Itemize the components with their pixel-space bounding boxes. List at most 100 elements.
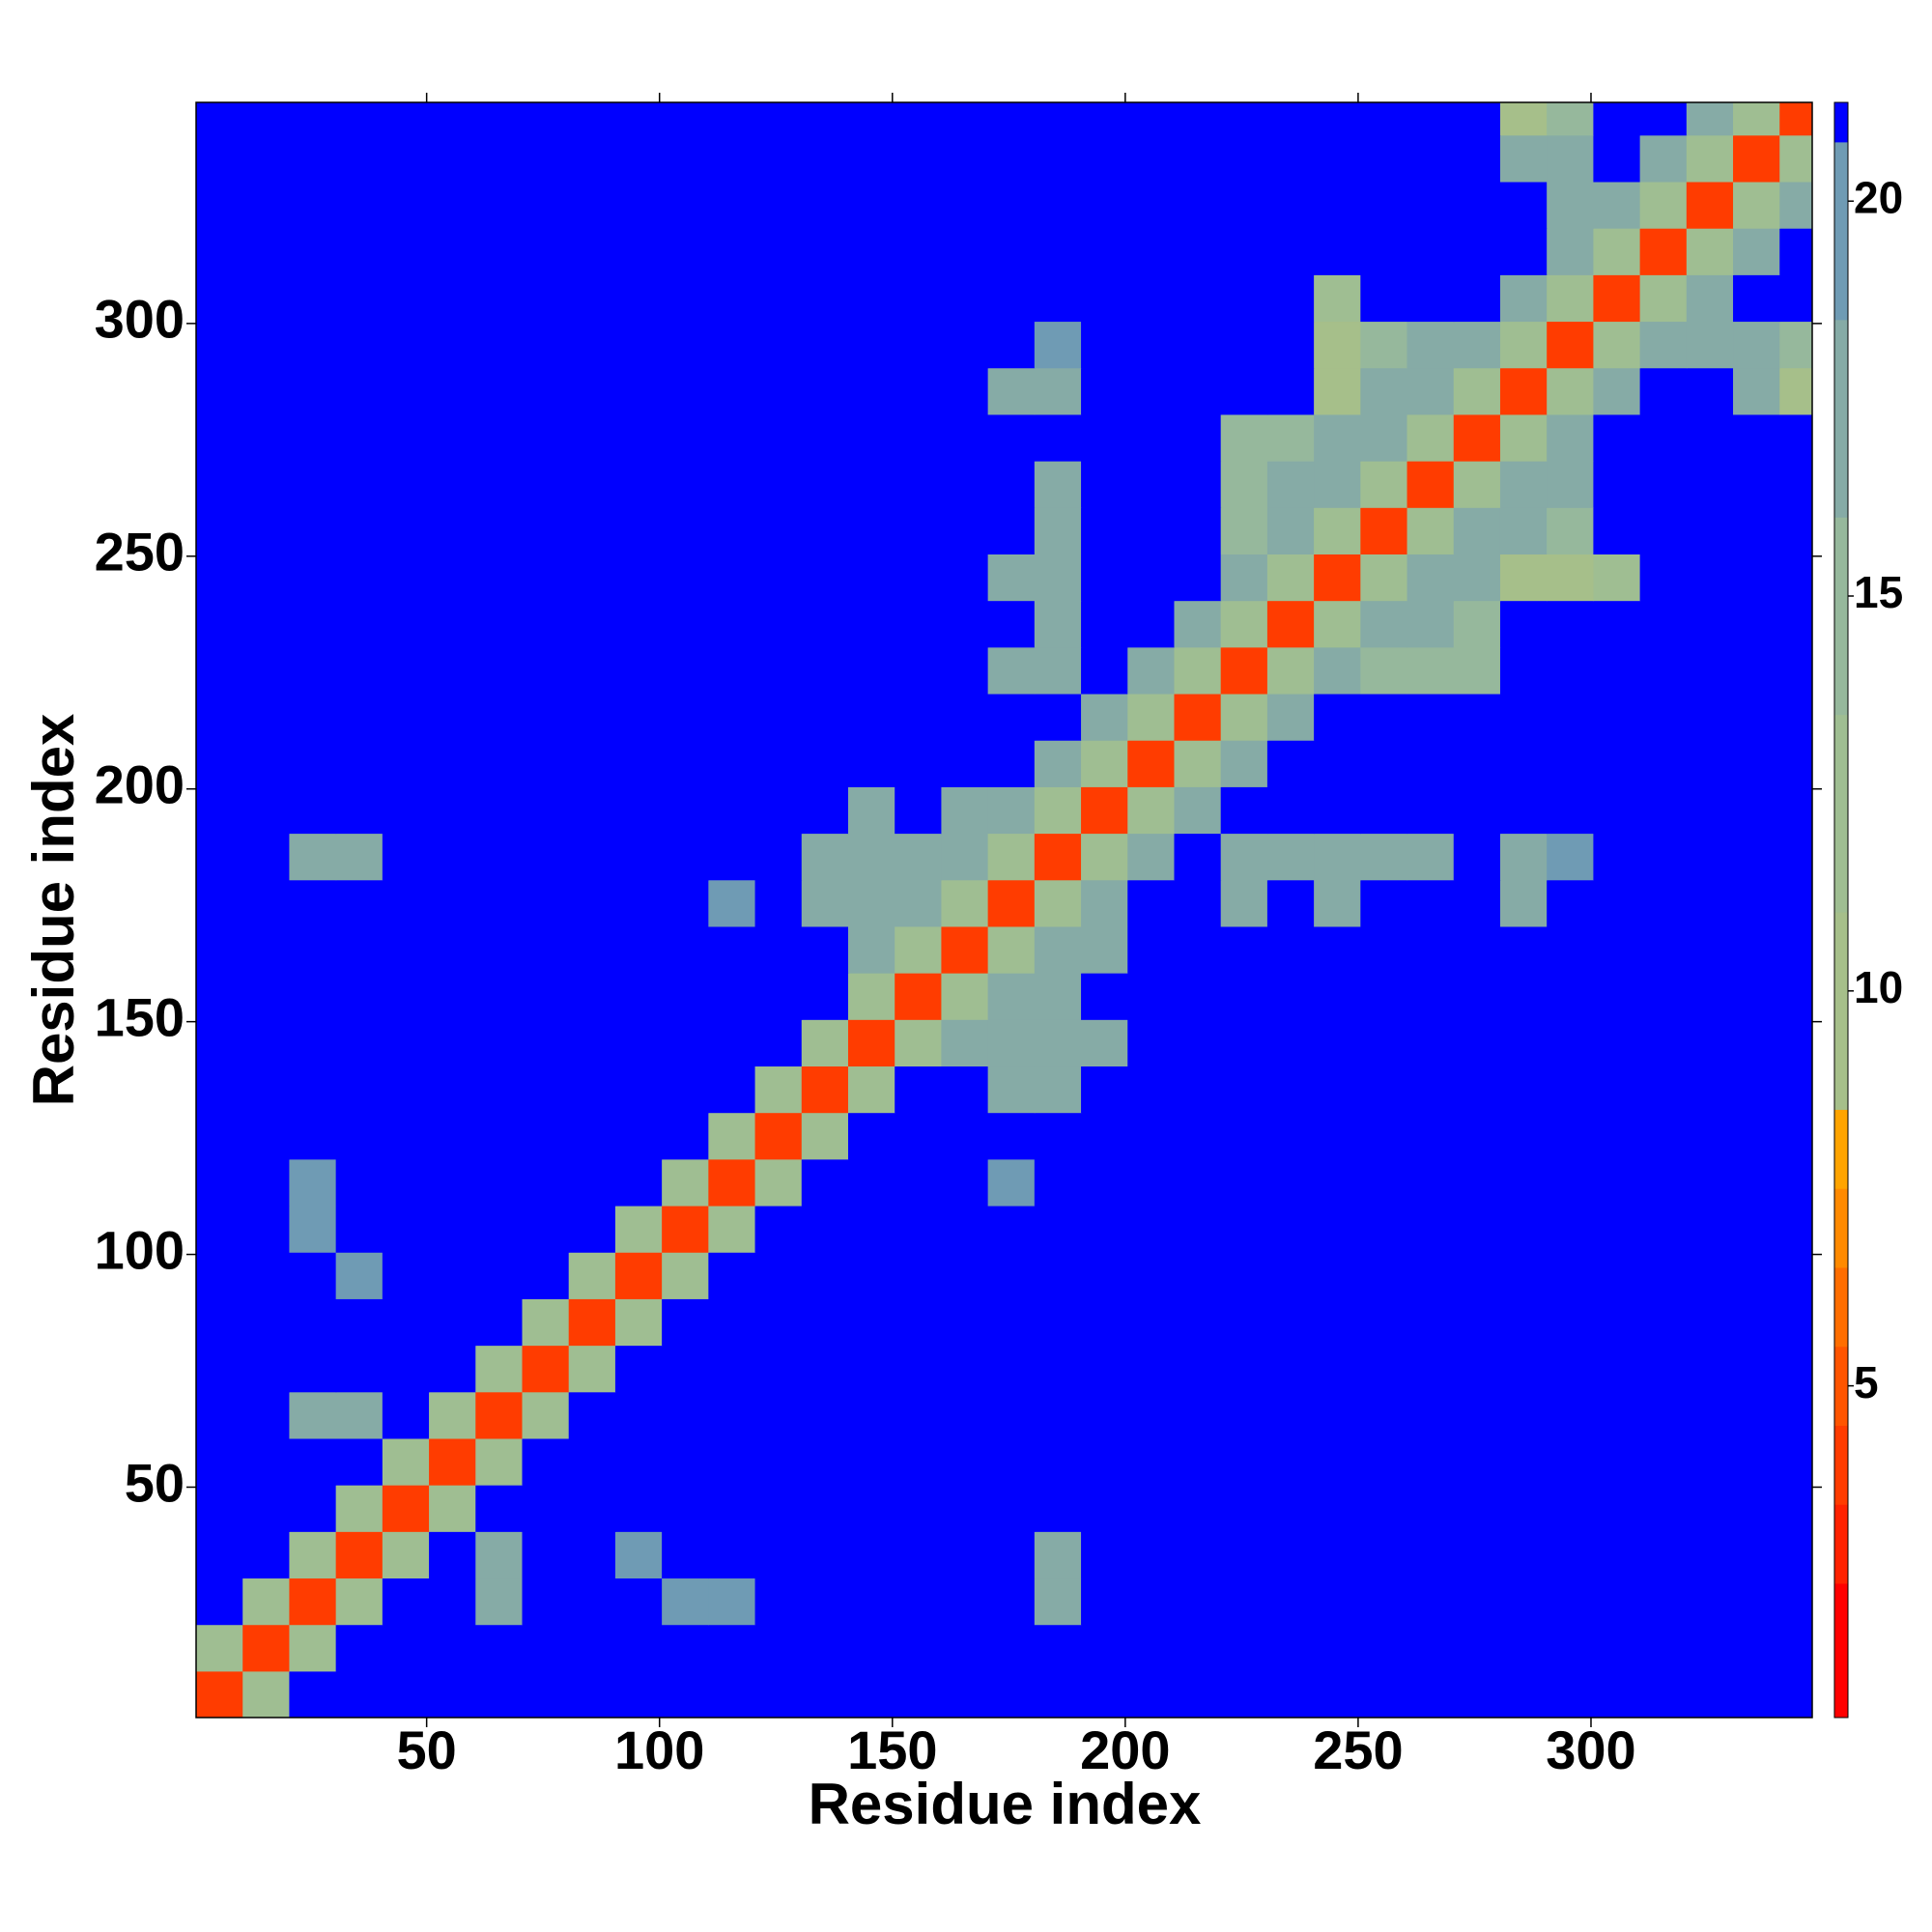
heatmap-cell (1220, 321, 1268, 369)
heatmap-cell (242, 1391, 291, 1439)
heatmap-cell (1499, 740, 1548, 787)
heatmap-cell (568, 1391, 616, 1439)
heatmap-cell (708, 1391, 756, 1439)
heatmap-cell (196, 228, 243, 275)
heatmap-cell (1360, 1670, 1408, 1718)
heatmap-cell (335, 1577, 384, 1626)
heatmap-cell (196, 973, 243, 1020)
heatmap-cell (1639, 879, 1688, 927)
heatmap-cell (1314, 507, 1361, 554)
heatmap-cell (847, 461, 895, 508)
heatmap-cell (1779, 925, 1812, 974)
heatmap-cell (614, 554, 663, 602)
heatmap-cell (1081, 833, 1128, 881)
heatmap-cell (614, 274, 663, 323)
heatmap-cell (1593, 507, 1641, 554)
heatmap-cell (1220, 786, 1268, 835)
heatmap-cell (801, 1531, 849, 1579)
heatmap-cell (1453, 321, 1501, 369)
heatmap-cell (242, 879, 291, 927)
heatmap-cell (1081, 228, 1128, 275)
heatmap-cell (1453, 1624, 1501, 1672)
heatmap-cell (1220, 274, 1268, 323)
heatmap-cell (1220, 1531, 1268, 1579)
heatmap-cell (1360, 134, 1408, 183)
heatmap-cell (242, 102, 291, 136)
heatmap-cell (1406, 274, 1455, 323)
heatmap-cell (1779, 973, 1812, 1020)
heatmap-cell (1266, 1391, 1315, 1439)
heatmap-cell (754, 1252, 803, 1299)
heatmap-cell (196, 1531, 243, 1579)
heatmap-cell (289, 507, 337, 554)
heatmap-cell (1266, 554, 1315, 602)
heatmap-cell (1220, 740, 1268, 787)
heatmap-cell (1639, 554, 1688, 602)
heatmap-cell (987, 740, 1036, 787)
heatmap-cell (429, 693, 476, 741)
heatmap-cell (708, 1158, 756, 1207)
heatmap-cell (662, 740, 709, 787)
heatmap-cell (1314, 1158, 1361, 1207)
heatmap-cell (987, 1577, 1036, 1626)
heatmap-cell (1360, 646, 1408, 695)
heatmap-cell (754, 181, 803, 229)
heatmap-cell (1220, 693, 1268, 741)
heatmap-cell (475, 1019, 524, 1067)
heatmap-cell (1406, 1205, 1455, 1253)
heatmap-cell (289, 1205, 337, 1253)
heatmap-cell (1779, 554, 1812, 602)
heatmap-cell (1266, 600, 1315, 648)
heatmap-cell (335, 321, 384, 369)
heatmap-cell (708, 102, 756, 136)
heatmap-cell (754, 507, 803, 554)
heatmap-cell (1081, 786, 1128, 835)
heatmap-cell (196, 646, 243, 695)
heatmap-cell (196, 1158, 243, 1207)
heatmap-cell (1779, 461, 1812, 508)
heatmap-cell (1499, 1670, 1548, 1718)
heatmap-cell (1034, 1345, 1082, 1393)
heatmap-cell (941, 1019, 989, 1067)
heatmap-cell (708, 321, 756, 369)
heatmap-cell (1639, 1205, 1688, 1253)
heatmap-cell (242, 600, 291, 648)
heatmap-cell (754, 1112, 803, 1160)
heatmap-cell (801, 1345, 849, 1393)
heatmap-cell (475, 740, 524, 787)
heatmap-cell (1360, 925, 1408, 974)
heatmap-cell (1733, 134, 1780, 183)
heatmap-cell (1034, 1065, 1082, 1114)
heatmap-cell (941, 600, 989, 648)
heatmap-cell (1406, 833, 1455, 881)
heatmap-cell (1360, 693, 1408, 741)
heatmap-cell (801, 1158, 849, 1207)
heatmap-cell (382, 102, 430, 136)
heatmap-cell (429, 1624, 476, 1672)
heatmap-cell (1127, 1577, 1176, 1626)
heatmap-cell (987, 554, 1036, 602)
heatmap-cell (568, 367, 616, 415)
heatmap-cell (335, 461, 384, 508)
heatmap-cell (1127, 1112, 1176, 1160)
heatmap-cell (335, 786, 384, 835)
heatmap-cell (1220, 646, 1268, 695)
heatmap-cell (522, 134, 570, 183)
heatmap-cell (1733, 973, 1780, 1020)
heatmap-cell (242, 554, 291, 602)
heatmap-cell (1499, 1158, 1548, 1207)
heatmap-cell (1081, 925, 1128, 974)
heatmap-cell (1174, 1670, 1222, 1718)
heatmap-cell (429, 1019, 476, 1067)
heatmap-cell (382, 600, 430, 648)
heatmap-cell (708, 1485, 756, 1532)
heatmap-cell (1593, 321, 1641, 369)
heatmap-cell (1547, 321, 1594, 369)
heatmap-cell (522, 181, 570, 229)
heatmap-cell (382, 507, 430, 554)
heatmap-cell (708, 507, 756, 554)
colorbar-segment (1834, 1583, 1848, 1719)
heatmap-cell (1034, 321, 1082, 369)
heatmap-cell (847, 228, 895, 275)
heatmap-cell (1081, 1437, 1128, 1486)
